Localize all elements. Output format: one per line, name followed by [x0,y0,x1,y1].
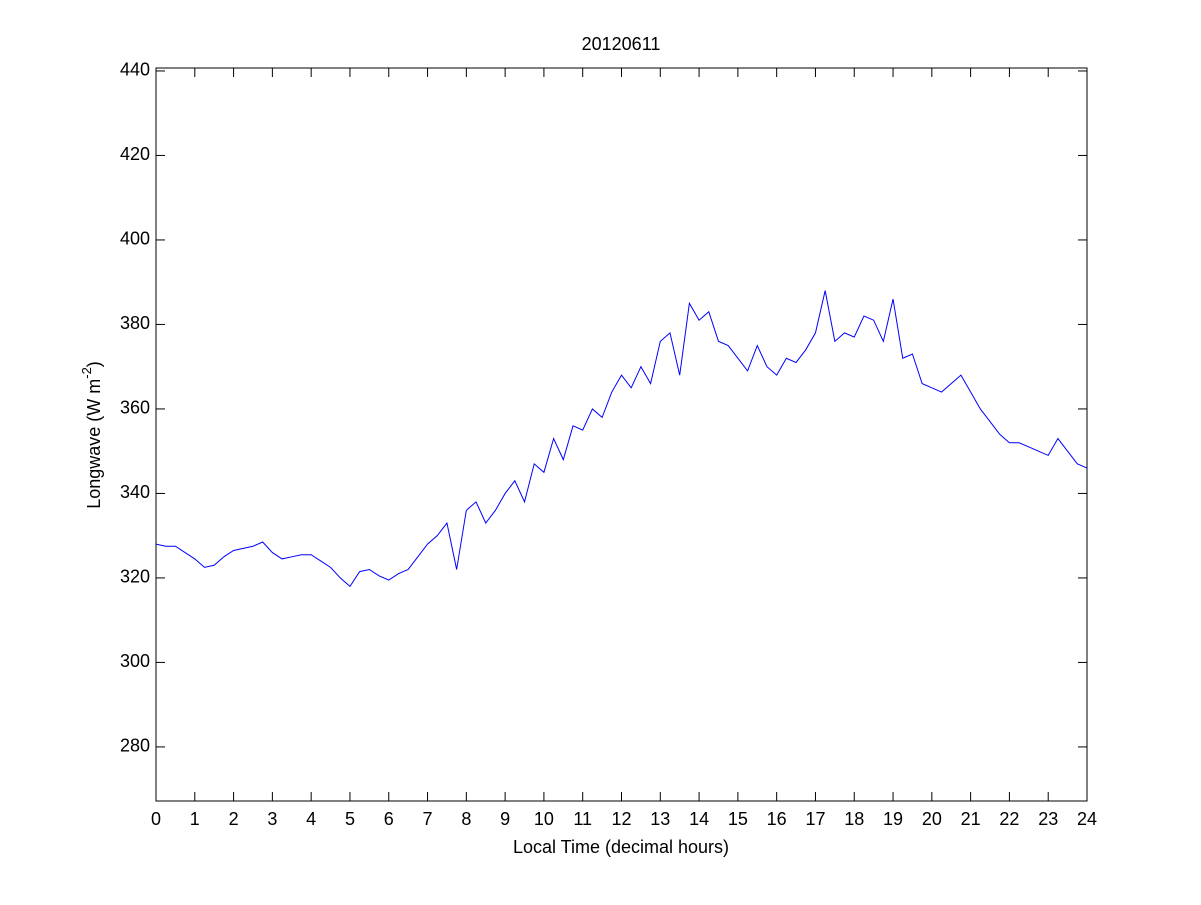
x-tick-label: 2 [229,809,239,829]
x-tick-label: 7 [423,809,433,829]
data-line [155,290,1088,588]
x-tick-label: 6 [384,809,394,829]
x-tick-label: 21 [961,809,981,829]
x-tick-label: 22 [999,809,1019,829]
y-tick-label: 360 [120,398,150,418]
plot-area [155,67,1088,802]
x-tick-label: 20 [922,809,942,829]
y-tick-label: 400 [120,229,150,249]
y-tick-label: 380 [120,313,150,333]
x-tick-label: 8 [461,809,471,829]
x-tick-label: 10 [534,809,554,829]
x-tick-label: 17 [805,809,825,829]
x-tick-label: 3 [267,809,277,829]
x-tick-label: 0 [151,809,161,829]
x-tick-label: 11 [573,809,592,829]
x-tick-label: 14 [689,809,709,829]
x-tick-label: 5 [345,809,355,829]
chart-title: 20120611 [582,34,661,54]
x-tick-label: 19 [883,809,903,829]
x-tick-label: 18 [844,809,864,829]
y-label-tail: ) [84,361,104,367]
x-tick-label: 9 [500,809,510,829]
y-label-sup: -2 [79,367,94,379]
y-tick-label: 300 [120,651,150,671]
x-tick-label: 12 [611,809,631,829]
y-tick-label: 280 [120,736,150,756]
y-tick-label: 340 [120,482,150,502]
y-axis-label: Longwave (W m-2) [79,361,103,509]
x-tick-label: 1 [190,809,200,829]
x-tick-label: 23 [1038,809,1058,829]
x-tick-label: 4 [306,809,316,829]
x-tick-label: 13 [650,809,670,829]
x-axis-label: Local Time (decimal hours) [513,837,729,857]
x-tick-label: 16 [767,809,787,829]
x-tick-label: 24 [1077,809,1097,829]
y-tick-label: 440 [120,60,150,80]
y-tick-label: 420 [120,144,150,164]
x-tick-label: 15 [728,809,748,829]
y-tick-label: 320 [120,567,150,587]
y-label-main: Longwave (W m [84,379,104,509]
